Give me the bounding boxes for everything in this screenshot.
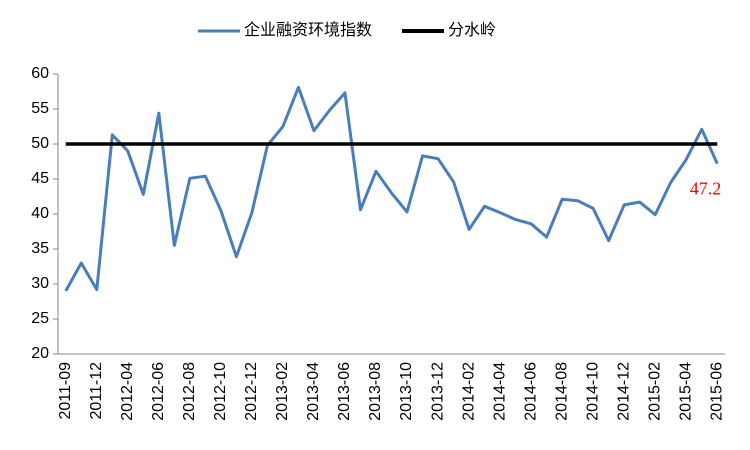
x-tick-label: 2015-04 [677, 362, 694, 421]
x-tick-label: 2012-06 [150, 362, 167, 421]
y-tick-label: 50 [31, 135, 49, 152]
x-tick-label: 2011-09 [57, 362, 74, 420]
x-tick-label: 2013-02 [274, 362, 291, 421]
x-tick-label: 2014-10 [584, 362, 601, 421]
x-tick-label: 2012-04 [119, 362, 136, 421]
x-tick-label: 2013-06 [336, 362, 353, 421]
legend-label: 分水岭 [448, 21, 496, 39]
x-tick-label: 2014-02 [460, 362, 477, 421]
y-tick-label: 45 [31, 170, 49, 187]
x-tick-label: 2012-12 [243, 362, 260, 421]
series-line [64, 85, 719, 292]
legend-label: 企业融资环境指数 [244, 20, 372, 39]
x-tick-label: 2012-10 [212, 362, 229, 421]
x-tick-label: 2013-12 [429, 362, 446, 421]
x-tick-label: 2014-04 [491, 362, 508, 421]
x-tick-label: 2014-12 [615, 362, 632, 421]
x-tick-label: 2014-08 [553, 362, 570, 421]
x-tick-label: 2015-02 [646, 362, 663, 421]
y-tick-label: 40 [31, 205, 49, 222]
y-tick-label: 25 [31, 310, 49, 327]
data-label: 47.2 [690, 179, 722, 199]
y-tick-label: 60 [31, 65, 49, 82]
x-tick-label: 2013-10 [398, 362, 415, 421]
y-tick-label: 20 [31, 345, 49, 362]
x-tick-label: 2011-12 [88, 362, 105, 420]
y-tick-label: 55 [31, 100, 49, 117]
y-tick-label: 35 [31, 240, 49, 257]
x-tick-label: 2012-08 [181, 362, 198, 421]
y-tick-label: 30 [31, 275, 49, 292]
x-tick-label: 2013-04 [305, 362, 322, 421]
x-tick-label: 2015-06 [708, 362, 725, 421]
x-tick-label: 2013-08 [367, 362, 384, 421]
x-tick-label: 2014-06 [522, 362, 539, 421]
